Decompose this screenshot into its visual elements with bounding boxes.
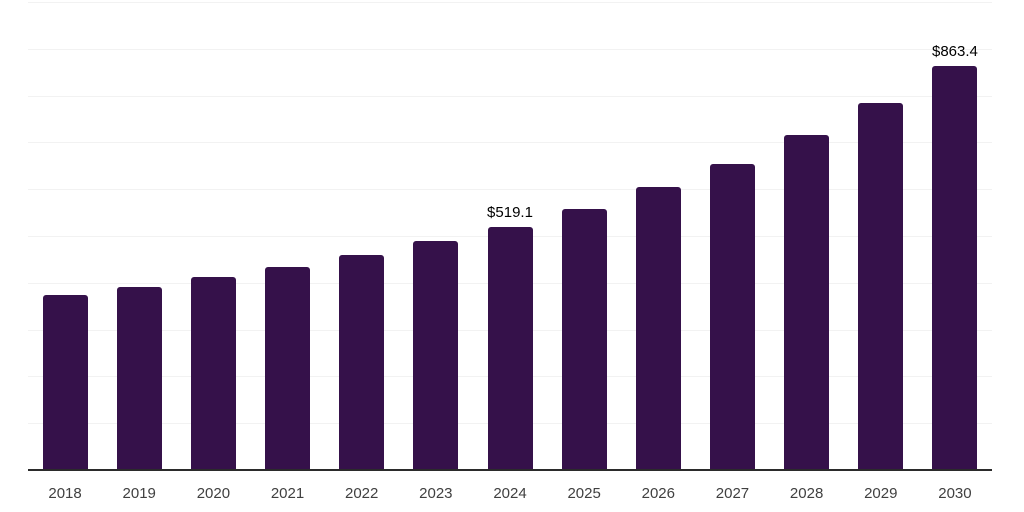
x-tick-label-2028: 2028 xyxy=(789,485,824,502)
x-tick-label-2023: 2023 xyxy=(419,485,453,502)
bar-2030 xyxy=(932,65,978,470)
x-tick-label-2019: 2019 xyxy=(122,485,156,502)
x-tick-label-2021: 2021 xyxy=(270,485,305,502)
x-tick-label-2020: 2020 xyxy=(196,485,231,502)
value-label-2024: $519.1 xyxy=(487,204,533,222)
bar-2027 xyxy=(709,163,755,470)
x-tick-label-2025: 2025 xyxy=(567,485,601,502)
gridline xyxy=(28,2,992,3)
bar-2026 xyxy=(635,187,681,470)
bar-2019 xyxy=(116,287,162,470)
bar-2025 xyxy=(561,208,607,470)
bar-2018 xyxy=(42,294,88,470)
bar-2023 xyxy=(413,241,459,470)
x-tick-label-2026: 2026 xyxy=(641,485,675,502)
gridline xyxy=(28,95,992,97)
value-label-2030: $863.4 xyxy=(931,42,978,60)
x-tick-label-2022: 2022 xyxy=(345,485,379,502)
x-tick-label-2029: 2029 xyxy=(864,485,898,502)
gridline xyxy=(28,189,992,191)
bar-2029 xyxy=(858,103,904,470)
x-axis-line xyxy=(28,469,992,471)
bar-2024 xyxy=(487,227,533,470)
bar-2028 xyxy=(784,135,830,470)
gridline xyxy=(28,142,992,144)
x-tick-label-2027: 2027 xyxy=(715,485,750,502)
bar-2021 xyxy=(265,267,311,470)
x-tick-label-2030: 2030 xyxy=(938,485,972,502)
x-tick-label-2024: 2024 xyxy=(493,485,527,502)
bar-2022 xyxy=(339,254,385,470)
x-tick-label-2018: 2018 xyxy=(48,485,82,502)
bar-2020 xyxy=(190,277,236,470)
gridline xyxy=(28,48,992,50)
